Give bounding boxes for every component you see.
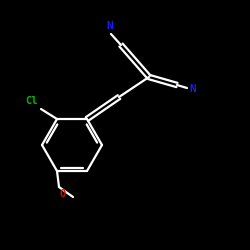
Text: Cl: Cl — [26, 96, 38, 106]
Text: N: N — [106, 21, 114, 31]
Text: O: O — [60, 189, 66, 199]
Text: N: N — [189, 84, 196, 94]
